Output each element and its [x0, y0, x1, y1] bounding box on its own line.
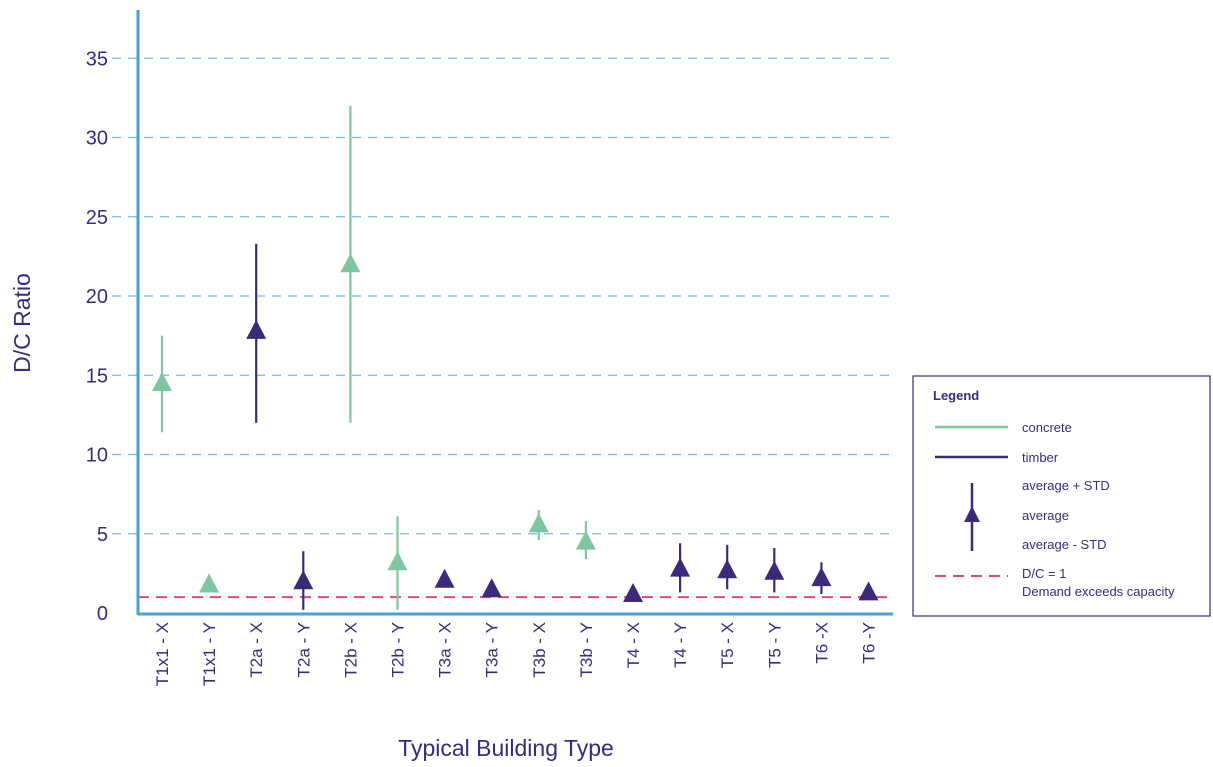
average-marker-0 — [152, 372, 172, 392]
average-marker-1 — [199, 573, 220, 593]
x-tick-label-7: T3a - Y — [483, 622, 502, 677]
x-tick-label-10: T4 - X — [624, 622, 643, 668]
average-marker-12 — [717, 559, 738, 579]
average-marker-6 — [434, 568, 455, 588]
y-axis-title: D/C Ratio — [9, 273, 35, 373]
y-tick-label-5: 5 — [97, 524, 108, 546]
y-tick-label-20: 20 — [86, 286, 108, 308]
legend-plus-std-label: average + STD — [1022, 478, 1110, 493]
x-tick-label-12: T5 - X — [718, 622, 737, 668]
average-marker-11 — [670, 557, 691, 577]
average-marker-4 — [340, 253, 361, 273]
x-tick-label-5: T2b - Y — [389, 622, 408, 677]
average-marker-7 — [481, 578, 502, 598]
x-axis-title: Typical Building Type — [398, 735, 614, 761]
y-tick-label-25: 25 — [86, 207, 108, 229]
axes — [136, 10, 893, 616]
x-tick-label-14: T6 -X — [812, 622, 831, 664]
x-tick-label-15: T6 -Y — [860, 622, 879, 664]
legend-title: Legend — [933, 388, 979, 403]
average-marker-14 — [811, 567, 832, 587]
y-tick-label-0: 0 — [97, 603, 108, 625]
data-marks — [152, 105, 879, 610]
legend-minus-std-label: average - STD — [1022, 537, 1107, 552]
x-tick-label-6: T3a - X — [436, 622, 455, 678]
average-marker-8 — [528, 513, 549, 533]
x-tick-label-1: T1x1 - Y — [200, 622, 219, 686]
legend-timber-label: timber — [1022, 450, 1059, 465]
x-tick-label-11: T4 - Y — [671, 622, 690, 668]
x-tick-labels: T1x1 - X T1x1 - Y T2a - X T2a - Y T2b - X T2b… — [153, 622, 879, 686]
y-tick-label-10: 10 — [86, 445, 108, 467]
average-marker-15 — [858, 581, 879, 601]
average-marker-2 — [246, 319, 267, 339]
x-tick-label-9: T3b - Y — [577, 622, 596, 677]
y-tick-labels: 0 5 10 15 20 25 30 35 — [86, 48, 108, 625]
average-marker-5 — [387, 551, 408, 571]
x-tick-label-13: T5 - Y — [765, 622, 784, 668]
average-marker-3 — [293, 570, 314, 590]
legend-reference-label-2: Demand exceeds capacity — [1022, 584, 1175, 599]
legend-concrete-label: concrete — [1022, 420, 1072, 435]
legend-average-marker — [964, 506, 980, 522]
x-tick-label-3: T2a - Y — [294, 622, 313, 677]
y-tick-label-30: 30 — [86, 128, 108, 150]
average-marker-13 — [764, 560, 785, 580]
legend: Legend concrete timber average + STD ave… — [912, 375, 1211, 617]
legend-average-label: average — [1022, 508, 1069, 523]
x-tick-label-4: T2b - X — [341, 622, 360, 678]
legend-reference-label-1: D/C = 1 — [1022, 566, 1066, 581]
average-marker-10 — [623, 582, 643, 602]
x-tick-label-0: T1x1 - X — [153, 622, 172, 686]
gridlines — [112, 57, 893, 535]
y-tick-label-15: 15 — [86, 365, 108, 387]
average-marker-9 — [575, 530, 596, 550]
x-tick-label-8: T3b - X — [530, 622, 549, 678]
y-tick-label-35: 35 — [86, 48, 108, 70]
x-tick-label-2: T2a - X — [247, 622, 266, 678]
